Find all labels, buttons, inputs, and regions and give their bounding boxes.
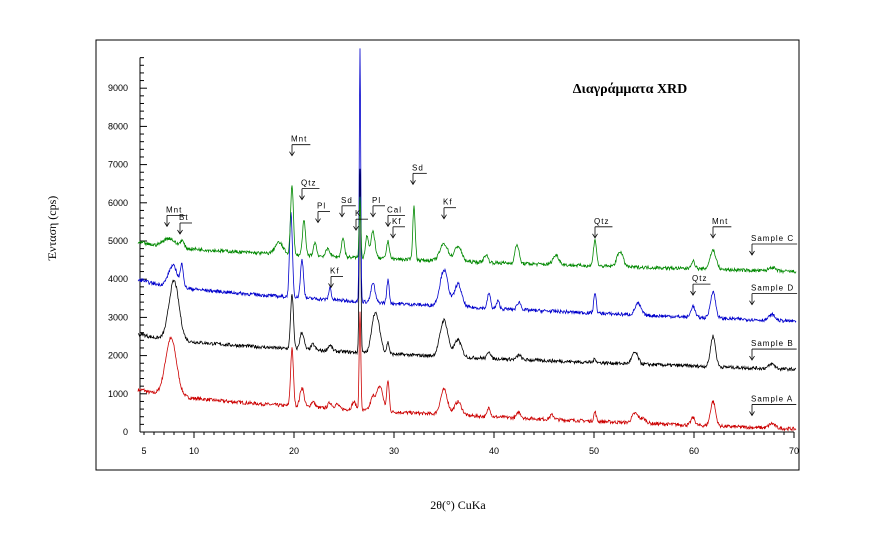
annotation-label: Qtz [594, 217, 609, 226]
annotation-label: Sd [412, 163, 424, 172]
annotation-label: Bt [179, 213, 189, 222]
annotation-label: Cal [387, 205, 402, 214]
annotation: Cal [385, 205, 406, 228]
annotation: Pl [370, 196, 385, 218]
annotation: Sd [339, 196, 356, 218]
x-tick-label: 10 [189, 446, 199, 456]
annotation-arrow-icon [299, 195, 305, 201]
annotation-label: Kf [330, 266, 340, 275]
annotation-label: Pl [317, 202, 326, 211]
y-tick-label: 7000 [108, 160, 128, 170]
y-tick-label: 5000 [108, 236, 128, 246]
annotation-arrow-icon [441, 214, 447, 220]
annotation: Sample D [749, 284, 798, 306]
annotation-arrow-icon [353, 225, 359, 231]
series-line [137, 185, 797, 275]
y-tick-label: 8000 [108, 121, 128, 131]
annotation-arrow-icon [749, 250, 755, 256]
annotation-arrow-icon [749, 355, 755, 361]
annotation-arrow-icon [370, 212, 376, 218]
annotation-label: Sd [341, 196, 353, 205]
annotation-label: Kf [392, 217, 402, 226]
annotation-arrow-icon [690, 290, 696, 296]
annotation: Kf [441, 198, 456, 220]
annotation: Bt [177, 213, 192, 235]
annotation: K [353, 209, 368, 231]
annotation: Sd [410, 163, 427, 186]
annotation: Mnt [710, 217, 732, 239]
annotation: Sample C [749, 234, 798, 256]
annotation-label: Kf [443, 198, 453, 207]
annotation-arrow-icon [289, 151, 295, 157]
y-tick-label: 6000 [108, 198, 128, 208]
chart-title: Διαγράμματα XRD [573, 82, 688, 97]
annotation-arrow-icon [592, 233, 598, 239]
x-tick-label: 60 [689, 446, 699, 456]
annotation: Pl [315, 202, 330, 224]
x-tick-label: 30 [389, 446, 399, 456]
annotation: Kf [390, 217, 405, 239]
x-tick-label: 70 [789, 446, 799, 456]
annotation: Qtz [299, 179, 320, 201]
annotation-label: Mnt [712, 217, 728, 226]
annotation-label: Mnt [166, 205, 182, 214]
annotation: Kf [328, 266, 343, 289]
annotation-arrow-icon [385, 222, 391, 228]
y-axis-title: Ένταση (cps) [45, 196, 59, 262]
annotation-label: Pl [372, 196, 381, 205]
series-line [137, 48, 797, 323]
annotation-label: K [355, 209, 361, 218]
y-tick-label: 0 [123, 427, 128, 437]
annotation: Qtz [592, 217, 613, 239]
annotation-arrow-icon [710, 233, 716, 239]
annotation-arrow-icon [339, 212, 345, 218]
annotation-label: Mnt [291, 135, 307, 144]
y-tick-label: 2000 [108, 351, 128, 361]
x-tick-label: 20 [289, 446, 299, 456]
annotation-label: Sample D [751, 284, 794, 293]
annotation: Mnt [164, 205, 186, 228]
annotation-arrow-icon [177, 229, 183, 235]
annotation: Sample B [749, 339, 797, 361]
x-axis-title: 2θ(°) CuKa [430, 498, 486, 512]
series-group [137, 48, 797, 432]
x-tick-label: 40 [489, 446, 499, 456]
annotation: Sample A [749, 394, 797, 417]
y-tick-label: 4000 [108, 274, 128, 284]
axes: 5 10 20 30 40 50 60 70 0 1000 2000 3000 4000 5000 6000… [108, 57, 799, 456]
annotation-arrow-icon [328, 283, 334, 289]
annotation-arrow-icon [749, 411, 755, 417]
annotation-arrow-icon [315, 218, 321, 224]
series-line [137, 168, 797, 372]
x-tick-label: 5 [141, 446, 146, 456]
plot-frame [95, 39, 800, 471]
annotation-arrow-icon [390, 233, 396, 239]
annotation-label: Sample C [751, 234, 794, 243]
y-tick-label: 3000 [108, 312, 128, 322]
annotation-label: Sample A [751, 394, 793, 403]
annotation-label: Qtz [692, 274, 707, 283]
annotation-label: Sample B [751, 339, 794, 348]
x-tick-label: 50 [589, 446, 599, 456]
y-tick-label: 1000 [108, 389, 128, 399]
annotation: Qtz [690, 274, 711, 296]
annotation-arrow-icon [164, 222, 170, 228]
annotation: Mnt [289, 135, 311, 157]
series-line [137, 311, 797, 432]
annotation-arrow-icon [410, 180, 416, 186]
annotation-arrow-icon [749, 300, 755, 306]
y-tick-label: 9000 [108, 83, 128, 93]
annotation-label: Qtz [301, 179, 316, 188]
